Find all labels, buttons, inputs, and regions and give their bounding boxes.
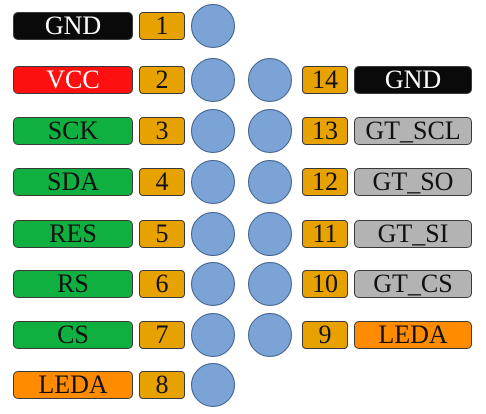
pin-11-name: GT_SI: [354, 220, 472, 248]
pin-12-name: GT_SO: [354, 168, 472, 196]
pin-3-pad: [191, 109, 235, 153]
pin-1-number: 1: [139, 12, 185, 40]
pin-3-name: SCK: [13, 117, 133, 145]
pin-1-pad: [191, 4, 235, 48]
pin-11-number: 11: [302, 220, 348, 248]
pin-row-2: VCC 2 14 GND: [0, 54, 486, 104]
pin-12-number: 12: [302, 168, 348, 196]
pin-row-6: RS 6 10 GT_CS: [0, 258, 486, 308]
pin-10-name: GT_CS: [354, 270, 472, 298]
pin-row-3: SCK 3 13 GT_SCL: [0, 105, 486, 155]
pin-5-pad: [191, 212, 235, 256]
pin-13-pad: [248, 109, 292, 153]
pin-7-number: 7: [139, 321, 185, 349]
pin-row-1: GND 1: [0, 0, 486, 50]
pin-2-number: 2: [139, 66, 185, 94]
pin-8-number: 8: [139, 371, 185, 399]
pin-5-name: RES: [13, 220, 133, 248]
pin-2-pad: [191, 58, 235, 102]
pin-8-pad: [191, 363, 235, 407]
pin-9-number: 9: [302, 321, 348, 349]
pin-14-pad: [248, 58, 292, 102]
pin-4-name: SDA: [13, 168, 133, 196]
pin-12-pad: [248, 160, 292, 204]
pin-7-pad: [191, 313, 235, 357]
pin-9-pad: [248, 313, 292, 357]
pin-13-number: 13: [302, 117, 348, 145]
pin-7-name: CS: [13, 321, 133, 349]
pin-11-pad: [248, 212, 292, 256]
pin-2-name: VCC: [13, 66, 133, 94]
pin-10-number: 10: [302, 270, 348, 298]
pin-14-number: 14: [302, 66, 348, 94]
pin-10-pad: [248, 262, 292, 306]
pin-6-name: RS: [13, 270, 133, 298]
pin-6-number: 6: [139, 270, 185, 298]
pin-row-5: RES 5 11 GT_SI: [0, 208, 486, 258]
pin-4-number: 4: [139, 168, 185, 196]
pin-6-pad: [191, 262, 235, 306]
pin-9-name: LEDA: [354, 321, 472, 349]
pin-row-7: CS 7 9 LEDA: [0, 309, 486, 359]
pin-14-name: GND: [354, 66, 472, 94]
pin-row-8: LEDA 8: [0, 359, 486, 409]
pin-3-number: 3: [139, 117, 185, 145]
pin-4-pad: [191, 160, 235, 204]
pin-1-name: GND: [13, 12, 133, 40]
pin-8-name: LEDA: [13, 371, 133, 399]
pin-row-4: SDA 4 12 GT_SO: [0, 156, 486, 206]
pin-13-name: GT_SCL: [354, 117, 472, 145]
pin-5-number: 5: [139, 220, 185, 248]
